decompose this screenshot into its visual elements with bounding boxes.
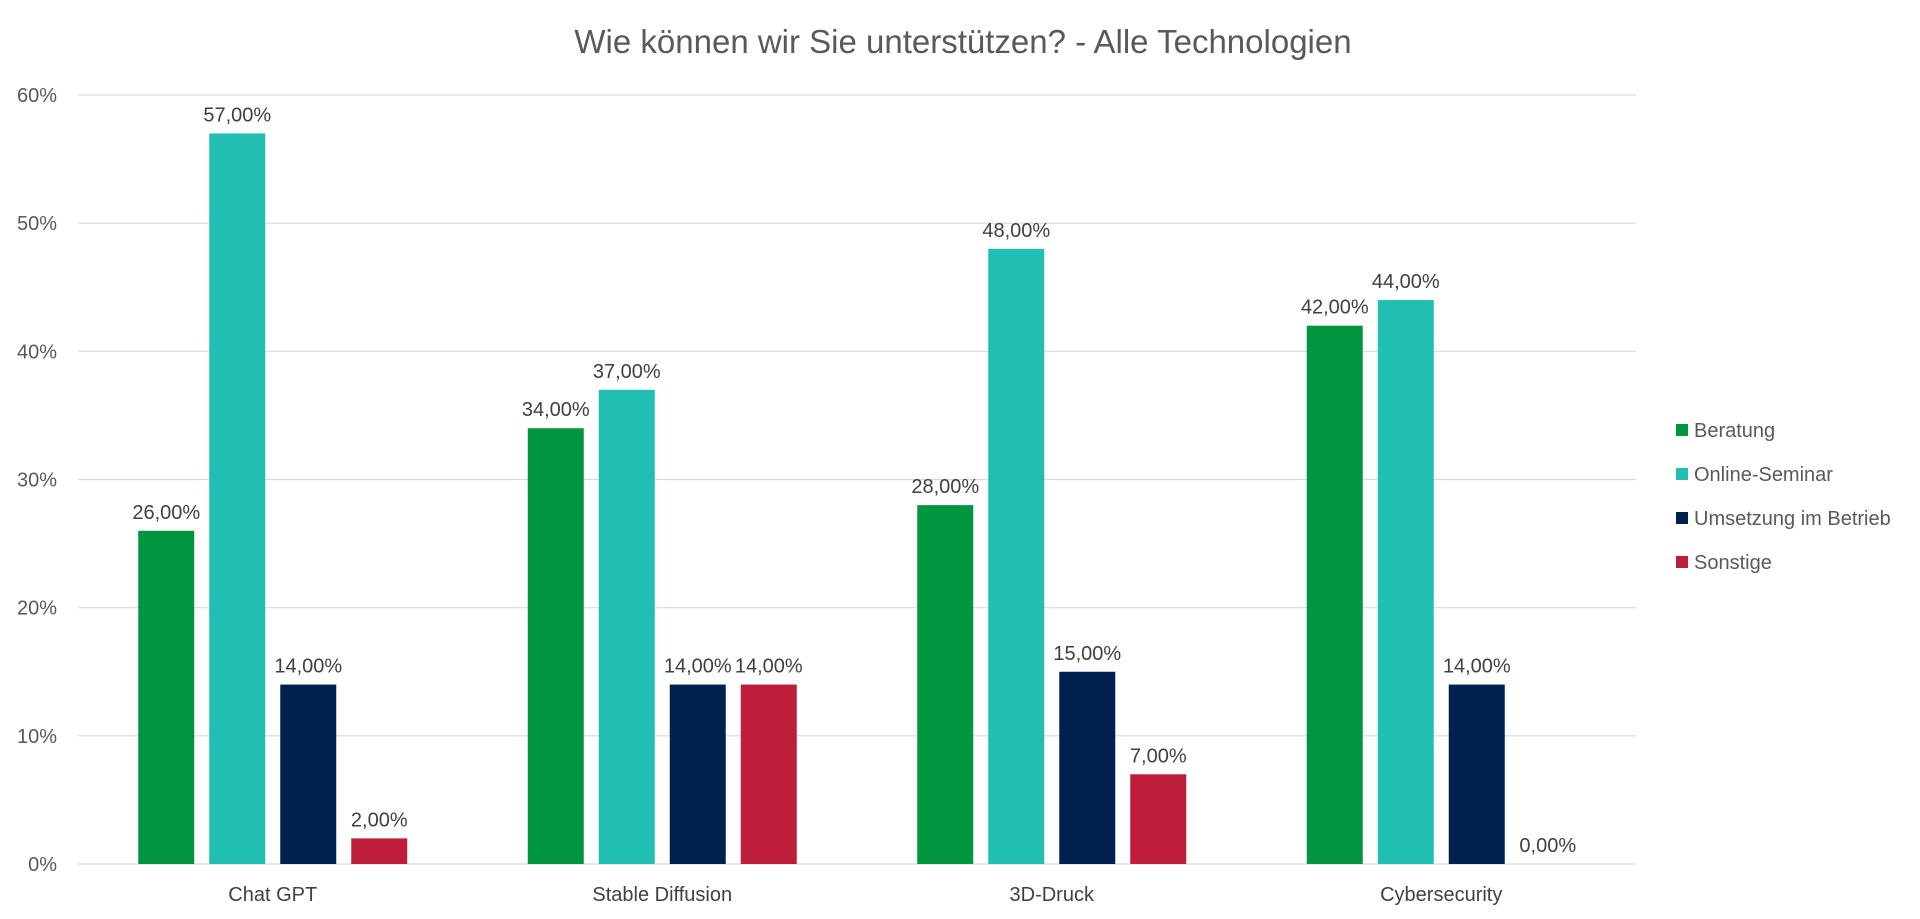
legend-label: Beratung [1694,420,1775,442]
legend: Beratung Online-Seminar Umsetzung im Betri… [1676,420,1891,574]
bar [598,389,655,864]
data-label: 0,00% [1519,835,1576,857]
bar [527,428,584,864]
legend-label: Umsetzung im Betrieb [1694,508,1891,530]
data-label: 34,00% [522,399,590,421]
data-label: 37,00% [593,361,661,383]
x-category-label: Cybersecurity [1380,884,1502,906]
data-label: 48,00% [982,220,1050,242]
bars [138,133,1505,865]
y-tick-label: 50% [17,213,57,235]
y-axis-ticks: 0% 10% 20% 30% 40% 50% 60% [17,85,57,876]
data-label: 28,00% [911,476,979,498]
y-tick-label: 20% [17,598,57,620]
legend-label: Online-Seminar [1694,464,1833,486]
y-tick-label: 0% [28,854,57,876]
data-label: 57,00% [203,104,271,126]
bar [209,133,266,864]
bar [917,505,974,864]
x-axis-categories: Chat GPT Stable Diffusion 3D-Druck Cybersec… [228,884,1502,906]
y-tick-label: 60% [17,85,57,107]
data-label: 42,00% [1301,297,1369,319]
bar [1448,684,1505,864]
data-label: 14,00% [664,656,732,678]
data-label: 7,00% [1130,745,1187,767]
data-label: 2,00% [351,809,408,831]
data-label: 44,00% [1372,271,1440,293]
x-category-label: Stable Diffusion [592,884,732,906]
bar [669,684,726,864]
x-category-label: 3D-Druck [1010,884,1095,906]
y-tick-label: 40% [17,341,57,363]
bar [1059,671,1116,864]
data-label: 15,00% [1053,643,1121,665]
bar [1130,774,1187,864]
data-label: 14,00% [735,656,803,678]
chart-title: Wie können wir Sie unterstützen? - Alle … [574,23,1351,60]
y-tick-label: 30% [17,470,57,492]
bar [1377,300,1434,865]
bar [138,530,195,864]
data-label: 26,00% [132,502,200,524]
bar [1306,325,1363,864]
x-category-label: Chat GPT [228,884,317,906]
legend-swatch [1676,424,1688,436]
legend-label: Sonstige [1694,552,1772,574]
data-label: 14,00% [274,656,342,678]
data-labels: 26,00% 57,00% 14,00% 2,00% 34,00%37,00% 14,00… [132,104,1576,857]
gridlines [78,94,1636,865]
legend-swatch [1676,556,1688,568]
bar [988,248,1045,865]
bar [740,684,797,864]
data-label: 14,00% [1443,656,1511,678]
legend-swatch [1676,468,1688,480]
bar [351,838,408,864]
bar [280,684,337,864]
legend-swatch [1676,512,1688,524]
y-tick-label: 10% [17,726,57,748]
